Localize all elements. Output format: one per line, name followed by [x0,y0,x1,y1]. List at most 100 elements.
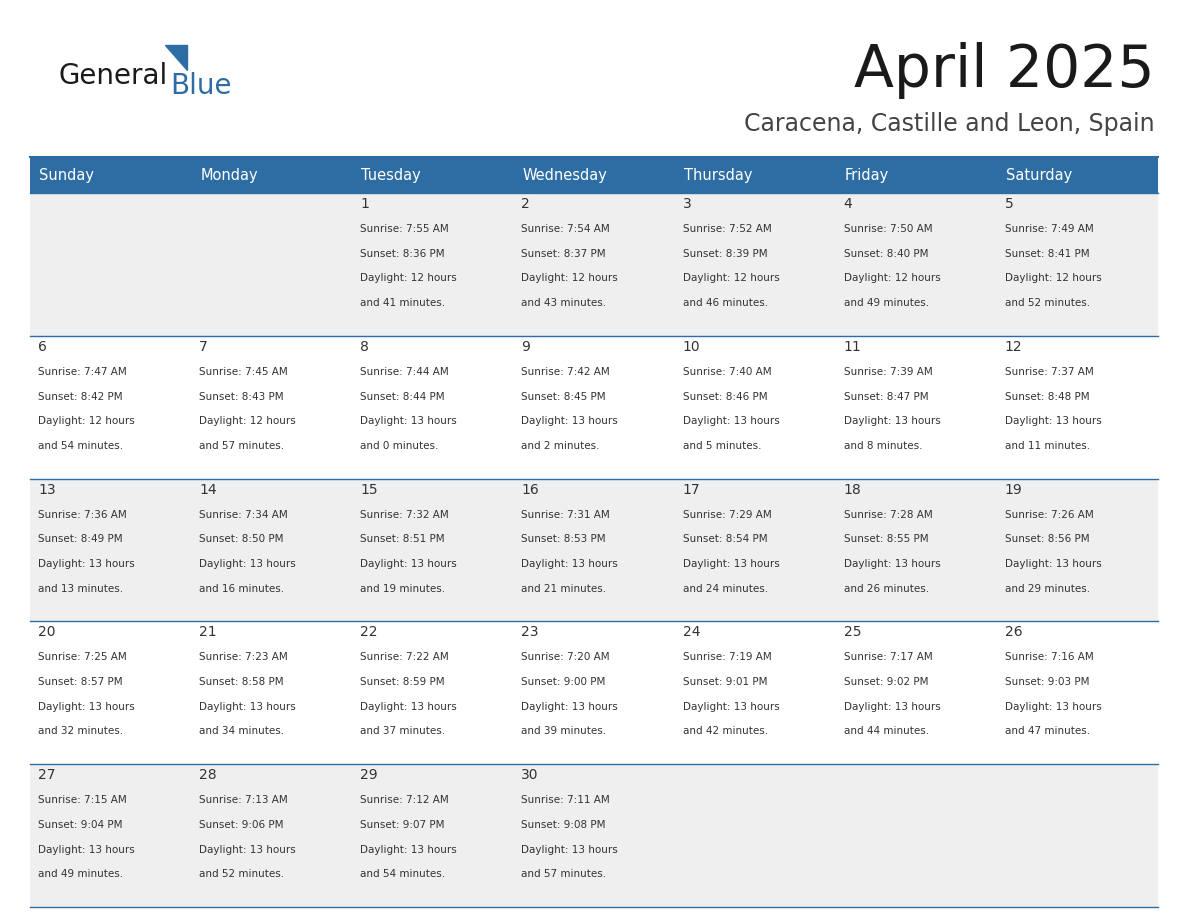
Text: and 41 minutes.: and 41 minutes. [360,298,446,308]
Text: Sunset: 8:56 PM: Sunset: 8:56 PM [1005,534,1089,544]
Bar [997,157,1158,193]
Text: Sunset: 8:55 PM: Sunset: 8:55 PM [843,534,928,544]
Text: Sunset: 8:58 PM: Sunset: 8:58 PM [200,677,284,687]
Text: Sunrise: 7:17 AM: Sunrise: 7:17 AM [843,653,933,663]
Text: 18: 18 [843,483,861,497]
Bar [30,193,1158,336]
Text: Daylight: 13 hours: Daylight: 13 hours [522,845,618,855]
Text: and 49 minutes.: and 49 minutes. [38,869,124,879]
Text: 28: 28 [200,768,216,782]
Text: 19: 19 [1005,483,1023,497]
Text: Sunset: 9:07 PM: Sunset: 9:07 PM [360,820,444,830]
Text: and 8 minutes.: and 8 minutes. [843,441,922,451]
Text: Daylight: 13 hours: Daylight: 13 hours [1005,701,1101,711]
Text: and 26 minutes.: and 26 minutes. [843,584,929,594]
Text: 21: 21 [200,625,216,640]
Text: Sunrise: 7:40 AM: Sunrise: 7:40 AM [683,367,771,377]
Text: 27: 27 [38,768,56,782]
Text: 13: 13 [38,483,56,497]
Text: and 34 minutes.: and 34 minutes. [200,726,284,736]
Text: 6: 6 [38,340,46,353]
Text: Sunset: 9:02 PM: Sunset: 9:02 PM [843,677,928,687]
Text: Daylight: 13 hours: Daylight: 13 hours [38,845,134,855]
Text: and 49 minutes.: and 49 minutes. [843,298,929,308]
Text: Daylight: 12 hours: Daylight: 12 hours [1005,274,1101,284]
Text: Sunset: 8:59 PM: Sunset: 8:59 PM [360,677,446,687]
Text: Sunrise: 7:49 AM: Sunrise: 7:49 AM [1005,224,1094,234]
Text: Sunrise: 7:42 AM: Sunrise: 7:42 AM [522,367,611,377]
Text: Daylight: 12 hours: Daylight: 12 hours [200,416,296,426]
Text: Sunrise: 7:45 AM: Sunrise: 7:45 AM [200,367,287,377]
Text: Sunset: 8:53 PM: Sunset: 8:53 PM [522,534,606,544]
Text: Daylight: 13 hours: Daylight: 13 hours [522,701,618,711]
Text: Sunrise: 7:36 AM: Sunrise: 7:36 AM [38,509,127,520]
Text: Thursday: Thursday [683,167,752,183]
Text: 3: 3 [683,197,691,211]
Text: Sunset: 8:41 PM: Sunset: 8:41 PM [1005,249,1089,259]
Text: Daylight: 13 hours: Daylight: 13 hours [522,416,618,426]
Text: and 54 minutes.: and 54 minutes. [38,441,124,451]
Text: Sunrise: 7:29 AM: Sunrise: 7:29 AM [683,509,771,520]
Text: and 21 minutes.: and 21 minutes. [522,584,607,594]
Text: Sunset: 9:06 PM: Sunset: 9:06 PM [200,820,284,830]
Text: 20: 20 [38,625,56,640]
Text: and 29 minutes.: and 29 minutes. [1005,584,1089,594]
Text: Sunrise: 7:44 AM: Sunrise: 7:44 AM [360,367,449,377]
Text: Sunset: 8:57 PM: Sunset: 8:57 PM [38,677,122,687]
Text: Sunrise: 7:39 AM: Sunrise: 7:39 AM [843,367,933,377]
Text: Blue: Blue [170,72,232,100]
Text: 25: 25 [843,625,861,640]
Text: Sunset: 9:01 PM: Sunset: 9:01 PM [683,677,767,687]
Text: 10: 10 [683,340,700,353]
Text: 1: 1 [360,197,369,211]
Polygon shape [165,45,187,70]
Text: Daylight: 12 hours: Daylight: 12 hours [843,274,941,284]
Text: 12: 12 [1005,340,1023,353]
Text: Daylight: 13 hours: Daylight: 13 hours [1005,559,1101,569]
Text: Sunset: 8:45 PM: Sunset: 8:45 PM [522,391,606,401]
Text: Sunset: 8:48 PM: Sunset: 8:48 PM [1005,391,1089,401]
Text: and 13 minutes.: and 13 minutes. [38,584,124,594]
Text: Sunrise: 7:12 AM: Sunrise: 7:12 AM [360,795,449,805]
Text: 7: 7 [200,340,208,353]
Text: Daylight: 13 hours: Daylight: 13 hours [360,845,457,855]
Text: and 57 minutes.: and 57 minutes. [522,869,607,879]
Bar [353,157,513,193]
Bar [30,336,1158,478]
Text: Daylight: 13 hours: Daylight: 13 hours [360,559,457,569]
Text: Sunrise: 7:50 AM: Sunrise: 7:50 AM [843,224,933,234]
Text: and 0 minutes.: and 0 minutes. [360,441,438,451]
Text: Daylight: 13 hours: Daylight: 13 hours [683,701,779,711]
Text: Sunset: 8:42 PM: Sunset: 8:42 PM [38,391,122,401]
Text: Daylight: 13 hours: Daylight: 13 hours [360,416,457,426]
Text: Daylight: 13 hours: Daylight: 13 hours [200,701,296,711]
Text: 9: 9 [522,340,530,353]
Text: and 19 minutes.: and 19 minutes. [360,584,446,594]
Text: Sunrise: 7:26 AM: Sunrise: 7:26 AM [1005,509,1094,520]
Text: and 39 minutes.: and 39 minutes. [522,726,607,736]
Text: Sunrise: 7:16 AM: Sunrise: 7:16 AM [1005,653,1094,663]
Text: Sunrise: 7:23 AM: Sunrise: 7:23 AM [200,653,287,663]
Bar [675,157,835,193]
Text: Sunset: 8:47 PM: Sunset: 8:47 PM [843,391,928,401]
Text: 4: 4 [843,197,853,211]
Text: and 44 minutes.: and 44 minutes. [843,726,929,736]
Text: 17: 17 [683,483,700,497]
Text: and 42 minutes.: and 42 minutes. [683,726,767,736]
Text: Daylight: 13 hours: Daylight: 13 hours [200,559,296,569]
Text: Sunrise: 7:25 AM: Sunrise: 7:25 AM [38,653,127,663]
Text: 14: 14 [200,483,216,497]
Text: Sunset: 8:46 PM: Sunset: 8:46 PM [683,391,767,401]
Text: Sunset: 8:36 PM: Sunset: 8:36 PM [360,249,446,259]
Text: 2: 2 [522,197,530,211]
Text: Sunset: 9:04 PM: Sunset: 9:04 PM [38,820,122,830]
Text: Sunday: Sunday [39,167,94,183]
Text: Daylight: 13 hours: Daylight: 13 hours [1005,416,1101,426]
Text: Sunrise: 7:22 AM: Sunrise: 7:22 AM [360,653,449,663]
Text: Daylight: 13 hours: Daylight: 13 hours [843,559,941,569]
Text: Sunrise: 7:15 AM: Sunrise: 7:15 AM [38,795,127,805]
Text: Daylight: 13 hours: Daylight: 13 hours [38,559,134,569]
Text: Sunrise: 7:34 AM: Sunrise: 7:34 AM [200,509,287,520]
Text: General: General [58,62,168,90]
Text: and 57 minutes.: and 57 minutes. [200,441,284,451]
